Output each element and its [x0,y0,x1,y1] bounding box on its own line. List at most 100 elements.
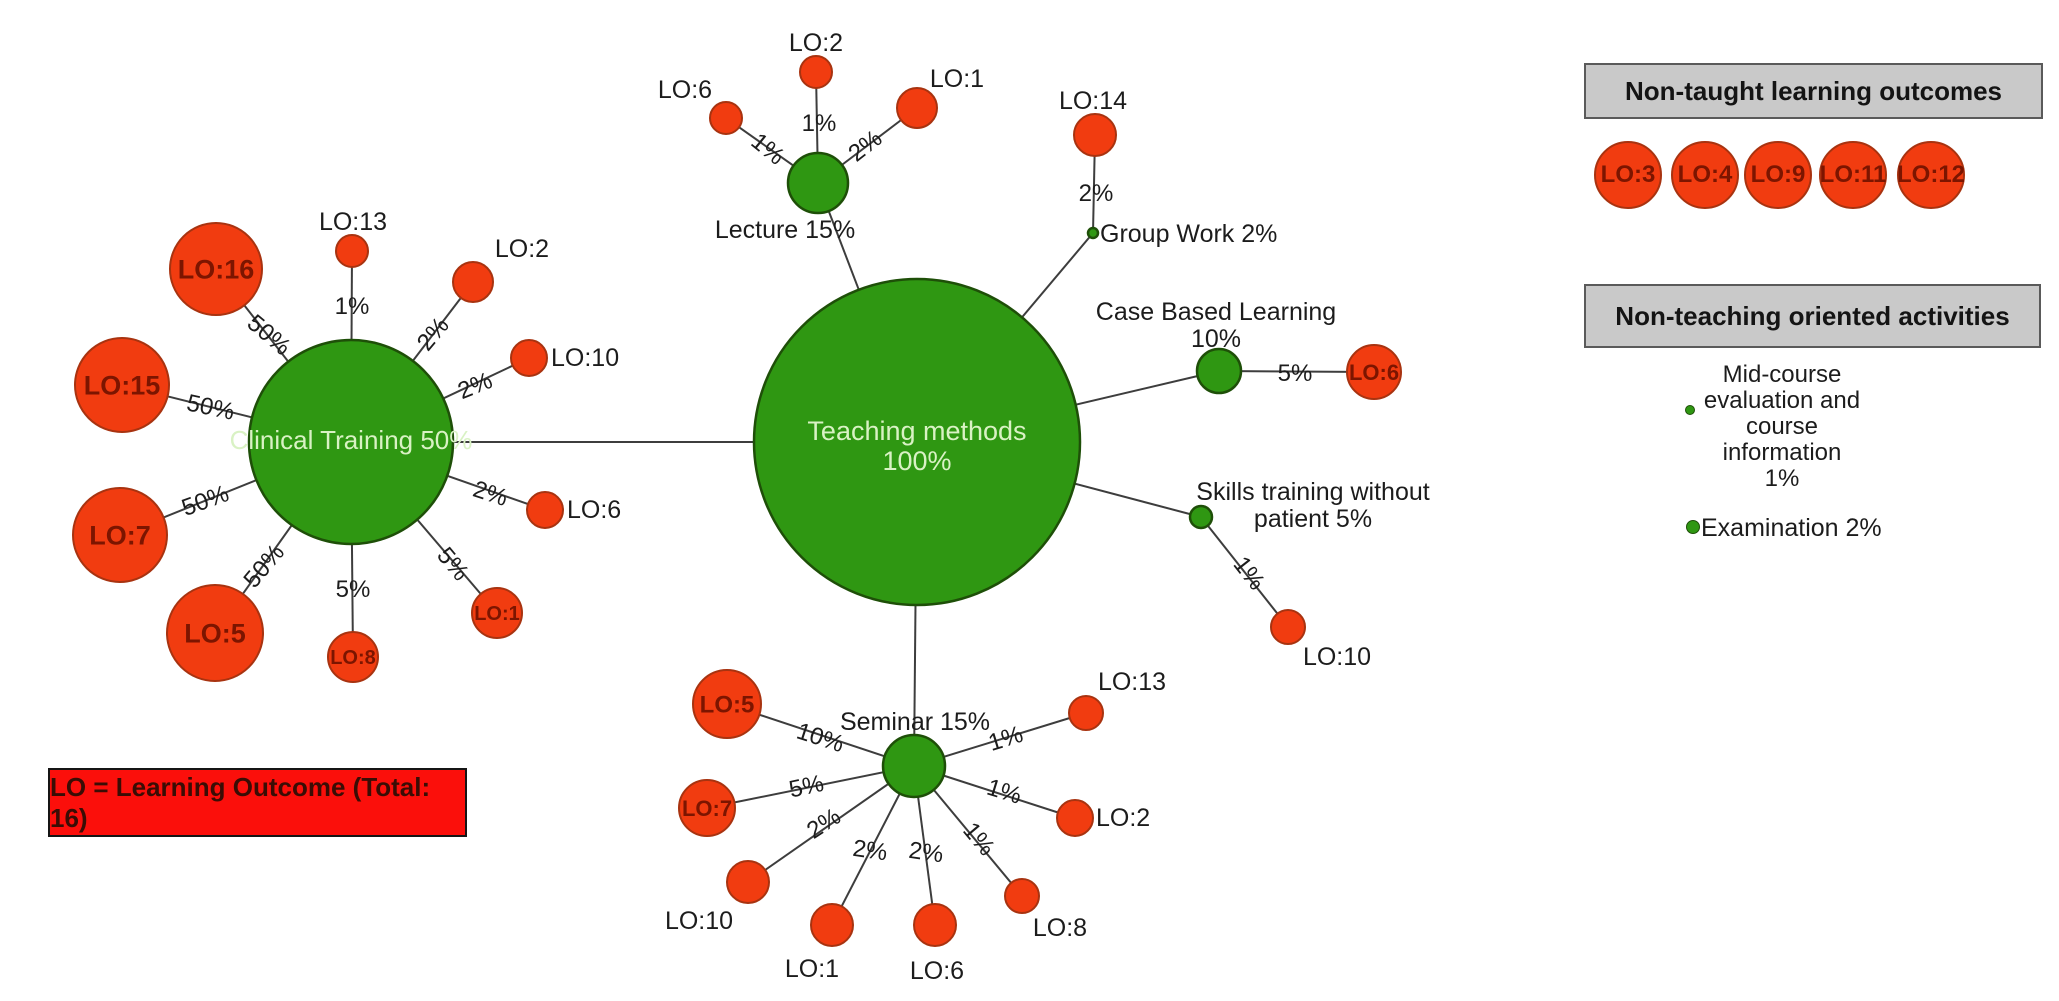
non-teaching-header: Non-teaching oriented activities [1584,284,2041,348]
lo-node-groupwork-lo14-label: LO:14 [1059,87,1127,115]
lo-node-clinical-lo16-label: LO:16 [178,255,255,285]
edge-pct-lecture-lo2: 1% [802,110,837,137]
lo-node-seminar-lo10 [726,860,770,904]
edge-pct-clinical-lo6: 2% [470,476,511,512]
edge-pct-seminar-lo10: 2% [802,803,846,845]
lo-node-lecture-lo6-label: LO:6 [658,76,712,104]
edge-pct-groupwork-lo14: 2% [1079,180,1114,207]
legend-lo-circle-lo4: LO:4 [1671,141,1739,209]
edge-skills-lo10 [1200,516,1289,628]
lo-node-clinical-lo2 [452,261,494,303]
method-node-groupwork [1086,226,1100,240]
lo-node-seminar-lo7-label: LO:7 [682,796,732,821]
lo-node-lecture-lo2 [799,55,833,89]
legend-midcourse: Mid-course evaluation and course informa… [1687,362,1877,492]
midcourse-line: course information [1722,413,1842,466]
edge-seminar-lo10 [747,765,915,883]
lo-node-cbl-lo6-label: LO:6 [1349,360,1399,385]
midcourse-line: evaluation and [1703,387,1861,414]
lo-node-clinical-lo13-label: LO:13 [319,208,387,236]
edge-pct-lecture-lo1: 2% [843,125,887,168]
method-node-lecture [786,151,850,215]
lo-node-lecture-lo6 [709,101,743,135]
edge-seminar-lo7 [706,765,915,809]
lo-node-clinical-lo1 [471,587,523,639]
edge-pct-clinical-lo8: 5% [336,576,371,603]
edge-pct-seminar-lo2: 1% [984,774,1025,810]
lo-node-seminar-lo2-label: LO:2 [1096,804,1150,832]
method-label-skills: patient 5% [1254,505,1372,533]
method-label-cbl: 10% [1191,325,1241,353]
teaching-methods-label: Teaching methods [807,416,1026,446]
lo-node-clinical-lo15-label: LO:15 [84,371,161,401]
edge-pct-clinical-lo16: 50% [242,309,296,361]
method-node-cbl [1195,347,1243,395]
lo-node-skills-lo10 [1270,609,1306,645]
method-label-clinical: Clinical Training 50% [230,425,473,455]
lo-node-lecture-lo1-label: LO:1 [930,65,984,93]
lo-node-clinical-lo8-label: LO:8 [330,647,376,669]
lo-node-clinical-lo6-label: LO:6 [567,496,621,524]
lo-key-box: LO = Learning Outcome (Total: 16) [48,768,467,837]
edge-pct-cbl-lo6: 5% [1278,360,1313,387]
legend-lo-circle-lo3: LO:3 [1594,141,1662,209]
lo-node-clinical-lo7 [72,487,168,583]
edge-pct-seminar-lo1: 2% [851,835,889,867]
legend-lo-circle-lo9: LO:9 [1744,141,1812,209]
method-node-teaching [752,277,1082,607]
lo-node-clinical-lo10-label: LO:10 [551,344,619,372]
method-node-seminar [881,733,947,799]
lo-node-cbl-lo6 [1346,344,1402,400]
lo-node-seminar-lo6-label: LO:6 [910,957,964,985]
lo-node-lecture-lo1 [896,87,938,129]
lo-node-clinical-lo5-label: LO:5 [184,619,246,649]
lo-node-seminar-lo10-label: LO:10 [665,907,733,935]
lo-node-clinical-lo5 [166,584,264,682]
lo-node-clinical-lo7-label: LO:7 [89,521,151,551]
method-node-clinical [247,338,455,546]
edge-pct-clinical-lo13: 1% [335,293,370,320]
edge-pct-clinical-lo2: 2% [412,312,455,356]
teaching-methods-label: 100% [882,446,951,476]
lo-node-seminar-lo6 [913,903,957,947]
method-label-seminar: Seminar 15% [840,708,990,736]
lo-node-clinical-lo16 [169,222,263,316]
lo-key-label: LO = Learning Outcome (Total: 16) [50,771,431,833]
midcourse-dot [1685,405,1695,415]
lo-node-seminar-lo8-label: LO:8 [1033,914,1087,942]
edge-pct-clinical-lo7: 50% [178,480,232,522]
legend-lo-circle-lo12: LO:12 [1897,141,1965,209]
method-label-groupwork: Group Work 2% [1100,220,1277,248]
lo-node-seminar-lo5 [692,669,762,739]
lo-node-seminar-lo1 [810,903,854,947]
lo-node-clinical-lo13 [335,234,369,268]
method-node-skills [1188,504,1214,530]
legend-lo-circle-lo11: LO:11 [1819,141,1887,209]
non-teaching-title: Non-teaching oriented activities [1615,300,2010,331]
lo-node-seminar-lo2 [1056,799,1094,837]
edge-pct-seminar-lo8: 1% [957,817,1000,861]
lo-node-clinical-lo1-label: LO:1 [474,603,520,625]
edge-pct-lecture-lo6: 1% [746,128,790,171]
lo-node-clinical-lo10 [510,339,548,377]
method-label-lecture: Lecture 15% [715,216,855,244]
lo-node-seminar-lo5-label: LO:5 [700,692,755,719]
legend-examination: Examination 2% [1701,514,1882,543]
edge-pct-clinical-lo15: 50% [184,389,237,425]
lo-node-clinical-lo8 [327,631,379,683]
non-taught-title: Non-taught learning outcomes [1625,75,2002,106]
edge-pct-seminar-lo13: 1% [985,721,1026,757]
lo-node-seminar-lo7 [678,779,736,837]
examination-label: Examination 2% [1701,514,1882,542]
edge-pct-seminar-lo6: 2% [907,837,945,869]
lo-node-clinical-lo6 [526,491,564,529]
lo-node-clinical-lo15 [74,337,170,433]
method-label-cbl: Case Based Learning [1096,298,1336,326]
lo-node-seminar-lo1-label: LO:1 [785,955,839,983]
midcourse-line: 1% [1764,465,1800,492]
lo-node-skills-lo10-label: LO:10 [1303,643,1371,671]
lo-node-seminar-lo8 [1004,878,1040,914]
lo-node-groupwork-lo14 [1073,113,1117,157]
